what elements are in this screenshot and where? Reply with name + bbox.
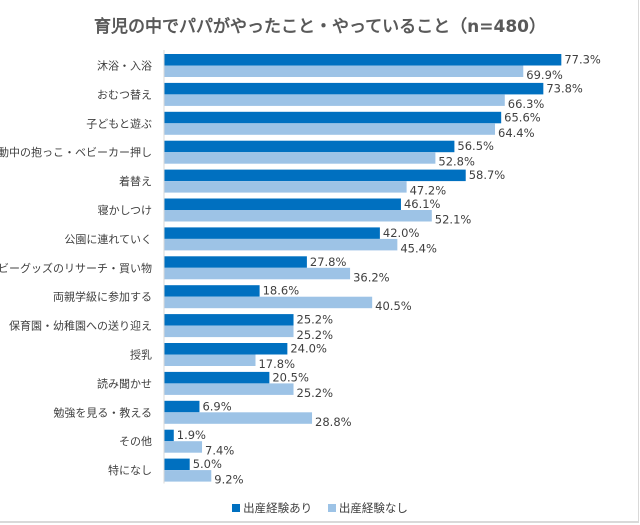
bar <box>164 400 200 413</box>
data-label: 20.5% <box>272 370 309 384</box>
category-label: 着替え <box>119 174 152 188</box>
bar <box>164 54 562 66</box>
category-label: 子どもと遊ぶ <box>86 116 152 130</box>
legend-label: 出産経験あり <box>243 501 313 515</box>
category-label: 移動中の抱っこ・ベビーカー押し <box>0 145 152 159</box>
data-label: 18.6% <box>263 284 300 298</box>
bar <box>164 285 260 297</box>
bar <box>164 441 203 453</box>
bar <box>164 82 544 95</box>
bar <box>164 152 436 164</box>
data-label: 58.7% <box>469 168 506 182</box>
chart-title: 育児の中でパパがやったこと・やっていること（n=480） <box>94 17 546 37</box>
data-label: 69.9% <box>526 68 563 82</box>
bar <box>164 227 380 239</box>
bar <box>164 314 294 326</box>
bar <box>164 325 294 338</box>
bar <box>164 412 313 424</box>
bar <box>164 238 398 251</box>
data-label: 56.5% <box>457 139 494 153</box>
legend-swatch <box>327 504 336 512</box>
bar <box>164 458 190 471</box>
bar <box>164 371 270 384</box>
data-label: 46.1% <box>404 197 441 211</box>
legend-label: 出産経験なし <box>338 501 408 515</box>
bar <box>164 343 288 355</box>
bar <box>164 256 307 268</box>
data-label: 25.2% <box>297 386 334 400</box>
data-label: 47.2% <box>410 184 447 198</box>
bar <box>164 296 373 309</box>
category-label: 公園に連れていく <box>64 232 152 246</box>
category-label: おむつ替え <box>97 87 152 101</box>
bar-chart: 沐浴・入浴 77.3%69.9% おむつ替え 73.8%66.3% 子どもと遊ぶ 65.6… <box>0 50 601 487</box>
data-label: 28.8% <box>315 415 352 429</box>
legend-swatch <box>232 504 241 512</box>
data-label: 36.2% <box>353 270 390 284</box>
data-label: 6.9% <box>202 399 231 413</box>
category-label: その他 <box>119 435 152 448</box>
data-label: 45.4% <box>400 241 437 255</box>
data-label: 52.8% <box>438 155 475 169</box>
data-label: 73.8% <box>546 81 583 95</box>
data-label: 52.1% <box>435 213 472 227</box>
category-label: ベビーグッズのリサーチ・買い物 <box>0 261 152 275</box>
bar <box>164 470 212 482</box>
bar <box>164 210 432 222</box>
data-label: 1.9% <box>177 428 206 442</box>
bar <box>164 429 174 442</box>
bar <box>164 267 351 280</box>
category-label: 授乳 <box>130 348 152 362</box>
category-label: 寝かしつけ <box>98 203 152 217</box>
data-label: 77.3% <box>564 53 601 67</box>
data-label: 7.4% <box>205 444 234 458</box>
data-label: 24.0% <box>290 342 327 356</box>
category-label: 保育園・幼稚園への送り迎え <box>9 319 152 333</box>
bar <box>164 354 256 366</box>
category-label: 読み聞かせ <box>97 376 152 390</box>
bar <box>164 111 502 124</box>
bar <box>164 181 407 193</box>
data-label: 5.0% <box>193 457 222 471</box>
data-label: 27.8% <box>310 255 347 269</box>
category-label: 沐浴・入浴 <box>97 60 152 73</box>
bar <box>164 169 466 182</box>
legend-item-series-2: 出産経験なし <box>327 500 408 516</box>
bar <box>164 65 524 77</box>
category-label: 勉強を見る・教える <box>53 405 152 419</box>
legend: 出産経験あり 出産経験なし <box>0 500 640 516</box>
data-label: 64.4% <box>498 126 535 140</box>
legend-item-series-1: 出産経験あり <box>232 500 312 516</box>
bar <box>164 123 496 135</box>
category-label: 両親学級に参加する <box>53 290 152 304</box>
data-label: 65.6% <box>504 110 541 124</box>
category-label: 特になし <box>108 463 152 477</box>
data-label: 42.0% <box>383 226 420 240</box>
data-label: 25.2% <box>297 328 334 342</box>
data-label: 25.2% <box>297 313 334 327</box>
bar <box>164 198 401 210</box>
data-label: 40.5% <box>375 299 412 313</box>
data-label: 66.3% <box>508 97 545 111</box>
bar <box>164 94 505 106</box>
data-label: 9.2% <box>214 473 243 487</box>
bar <box>164 383 294 395</box>
data-label: 17.8% <box>258 357 295 371</box>
bar <box>164 140 455 153</box>
